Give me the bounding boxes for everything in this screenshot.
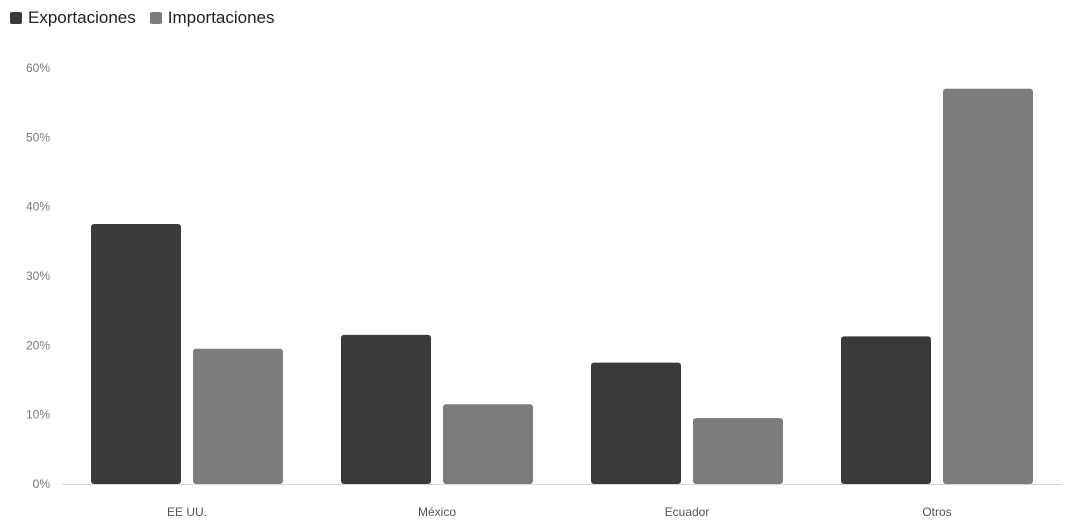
y-tick-label: 0% xyxy=(33,477,51,491)
chart-legend: Exportaciones Importaciones xyxy=(10,8,275,28)
bar-exports xyxy=(341,334,431,484)
y-tick-label: 50% xyxy=(26,130,50,144)
y-tick-label: 10% xyxy=(26,408,50,422)
x-category-label: Otros xyxy=(922,505,951,519)
legend-item-exports: Exportaciones xyxy=(10,8,136,28)
y-tick-label: 30% xyxy=(26,269,50,283)
bar-exports xyxy=(91,224,181,484)
y-tick-label: 20% xyxy=(26,338,50,352)
bar-exports xyxy=(841,336,931,484)
legend-item-imports: Importaciones xyxy=(149,8,275,28)
x-category-label: EE UU. xyxy=(167,505,207,519)
bar-imports xyxy=(193,348,283,484)
y-tick-label: 60% xyxy=(26,61,50,75)
legend-swatch-imports xyxy=(149,12,162,24)
bar-exports xyxy=(591,362,681,484)
bar-imports xyxy=(693,418,783,484)
legend-label-imports: Importaciones xyxy=(167,8,275,27)
legend-label-exports: Exportaciones xyxy=(28,8,136,27)
x-category-label: México xyxy=(418,505,456,519)
legend-swatch-exports xyxy=(10,12,22,24)
y-tick-label: 40% xyxy=(26,200,50,214)
x-category-label: Ecuador xyxy=(665,505,710,519)
bar-imports xyxy=(443,404,533,484)
bar-imports xyxy=(943,88,1033,485)
